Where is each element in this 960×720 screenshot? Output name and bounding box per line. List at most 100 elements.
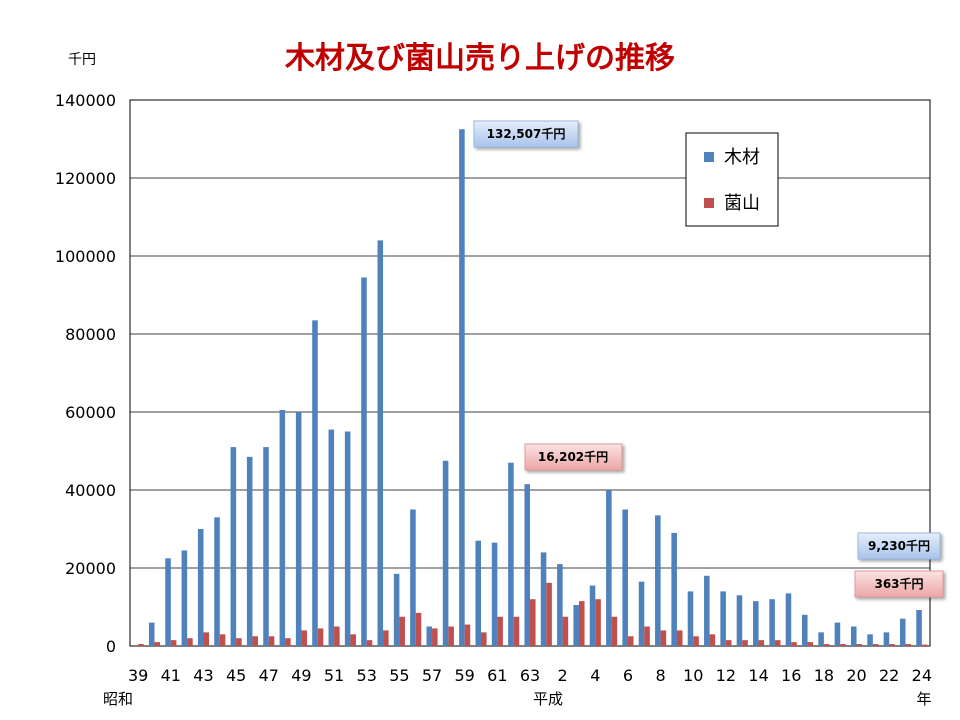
bar-mushroom bbox=[823, 644, 830, 646]
callout-box bbox=[857, 532, 941, 560]
x-tick-label: 16 bbox=[781, 666, 801, 685]
bar-mushroom bbox=[872, 644, 879, 646]
bar-mushroom bbox=[350, 634, 356, 646]
bar-mushroom bbox=[905, 644, 912, 646]
legend-swatch-wood bbox=[704, 152, 714, 162]
x-axis-ticks: 39 41 43 45 47 49 51 53 55 57 59 61 63 2 4 6 8 10 12 14 16 18… bbox=[128, 666, 932, 685]
bar-wood bbox=[328, 429, 335, 646]
bar-mushroom bbox=[334, 626, 340, 646]
y-tick-label: 40000 bbox=[65, 481, 116, 500]
x-tick-label: 49 bbox=[291, 666, 311, 685]
bar-mushroom bbox=[464, 624, 471, 646]
bar-mushroom bbox=[595, 599, 601, 646]
bar-wood bbox=[279, 410, 286, 646]
bar-mushroom bbox=[236, 638, 242, 646]
bars bbox=[138, 129, 928, 646]
bar-wood bbox=[524, 484, 530, 646]
bar-mushroom bbox=[627, 636, 634, 646]
x-tick-label: 57 bbox=[422, 666, 442, 685]
bar-mushroom bbox=[448, 626, 454, 646]
x-tick-label: 24 bbox=[912, 666, 932, 685]
callout-peak-wood-text: 132,507千円 bbox=[487, 126, 566, 141]
bar-wood bbox=[295, 412, 302, 646]
bar-mushroom bbox=[285, 638, 291, 646]
bar-wood bbox=[377, 240, 384, 646]
legend: 木材 菌山 bbox=[685, 132, 779, 227]
bar-wood bbox=[459, 129, 465, 646]
callout-latest-wood-text: 9,230千円 bbox=[868, 538, 930, 553]
bar-wood bbox=[899, 618, 906, 646]
bar-mushroom bbox=[399, 616, 405, 646]
legend-swatch-mushroom bbox=[704, 198, 714, 208]
x-tick-label: 22 bbox=[879, 666, 899, 685]
legend-box bbox=[685, 132, 779, 227]
bar-mushroom bbox=[644, 626, 650, 646]
bar-wood bbox=[475, 540, 482, 646]
bar-mushroom bbox=[383, 630, 389, 646]
unit-label: 千円 bbox=[68, 52, 96, 68]
x-tick-label: 59 bbox=[455, 666, 475, 685]
bar-mushroom bbox=[366, 640, 373, 646]
bar-wood bbox=[687, 591, 694, 646]
bar-wood bbox=[393, 573, 400, 646]
bar-mushroom bbox=[660, 630, 667, 646]
bar-wood bbox=[557, 564, 563, 646]
bar-wood bbox=[246, 456, 253, 646]
x-tick-label: 55 bbox=[389, 666, 409, 685]
bar-wood bbox=[589, 585, 596, 646]
bar-wood bbox=[753, 601, 759, 646]
y-tick-label: 80000 bbox=[65, 325, 116, 344]
y-tick-label: 140000 bbox=[55, 91, 116, 110]
x-tick-label: 18 bbox=[814, 666, 834, 685]
bar-wood bbox=[148, 622, 155, 646]
era-label-showa: 昭和 bbox=[103, 690, 133, 708]
y-axis-ticks: 0 20000 40000 60000 80000 100000 120000 140000 bbox=[55, 91, 116, 656]
bar-mushroom bbox=[611, 616, 618, 646]
bar-wood bbox=[181, 550, 188, 646]
bar-mushroom bbox=[513, 616, 520, 646]
bar-mushroom bbox=[497, 616, 503, 646]
bar-mushroom bbox=[774, 640, 781, 646]
bar-wood bbox=[720, 591, 726, 646]
bar-mushroom bbox=[709, 634, 716, 646]
bar-wood bbox=[704, 575, 710, 646]
x-tick-label: 10 bbox=[683, 666, 703, 685]
y-tick-label: 0 bbox=[106, 637, 116, 656]
x-tick-label: 39 bbox=[128, 666, 148, 685]
bar-wood bbox=[818, 632, 824, 646]
callout-peak-mushroom: 16,202千円 bbox=[524, 443, 623, 471]
bar-wood bbox=[263, 447, 269, 646]
bar-wood bbox=[491, 542, 498, 646]
bar-wood bbox=[769, 599, 775, 646]
callout-peak-mushroom-text: 16,202千円 bbox=[538, 449, 608, 464]
x-tick-label: 14 bbox=[748, 666, 768, 685]
bar-mushroom bbox=[807, 642, 814, 646]
x-tick-label: 41 bbox=[161, 666, 181, 685]
bar-mushroom bbox=[693, 636, 699, 646]
x-tick-label: 6 bbox=[623, 666, 633, 685]
bar-mushroom bbox=[530, 599, 536, 646]
bar-wood bbox=[867, 634, 873, 646]
callout-box bbox=[473, 120, 579, 148]
x-tick-label: 2 bbox=[558, 666, 568, 685]
bar-mushroom bbox=[154, 642, 161, 646]
bar-mushroom bbox=[415, 612, 422, 646]
bar-mushroom bbox=[562, 616, 569, 646]
bar-wood bbox=[344, 431, 351, 646]
x-tick-label: 63 bbox=[520, 666, 540, 685]
x-tick-label: 20 bbox=[846, 666, 866, 685]
y-tick-label: 100000 bbox=[55, 247, 116, 266]
bar-mushroom bbox=[840, 644, 846, 646]
bar-mushroom bbox=[219, 634, 226, 646]
legend-label-wood: 木材 bbox=[724, 147, 760, 168]
legend-label-mushroom: 菌山 bbox=[724, 193, 760, 214]
callout-peak-wood: 132,507千円 bbox=[473, 120, 579, 148]
y-tick-label: 60000 bbox=[65, 403, 116, 422]
bar-mushroom bbox=[268, 636, 275, 646]
bar-wood bbox=[606, 490, 612, 646]
bar-mushroom bbox=[170, 640, 177, 646]
bar-wood bbox=[197, 529, 204, 646]
x-tick-label: 61 bbox=[487, 666, 507, 685]
bar-wood bbox=[655, 515, 661, 646]
callout-latest-mushroom: 363千円 bbox=[854, 570, 944, 598]
